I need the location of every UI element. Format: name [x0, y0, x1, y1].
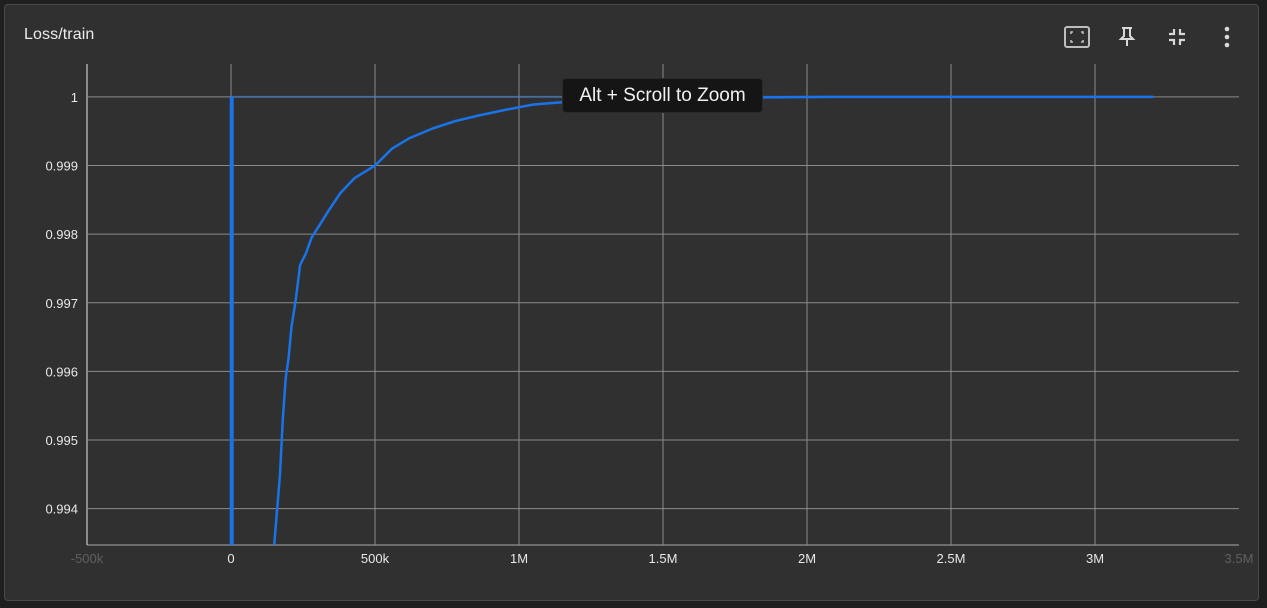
series-line-1 — [272, 95, 1154, 545]
more-vert-icon — [1224, 26, 1230, 48]
more-options-button[interactable] — [1206, 21, 1248, 53]
fit-to-screen-icon — [1064, 26, 1090, 48]
pin-button[interactable] — [1106, 21, 1148, 53]
x-tick-label: 3.5M — [1225, 551, 1254, 566]
y-tick-label: 0.998 — [45, 227, 78, 242]
x-tick-label: 2M — [798, 551, 816, 566]
x-tick-label: 2.5M — [937, 551, 966, 566]
x-tick-label: 1.5M — [649, 551, 678, 566]
y-tick-label: 0.995 — [45, 433, 78, 448]
y-tick-label: 0.996 — [45, 364, 78, 379]
y-tick-label: 1 — [71, 90, 78, 105]
y-tick-label: 0.997 — [45, 296, 78, 311]
x-tick-label: -500k — [71, 551, 104, 566]
x-tick-label: 0 — [227, 551, 234, 566]
x-tick-label: 500k — [361, 551, 390, 566]
fit-to-screen-button[interactable] — [1056, 21, 1098, 53]
collapse-icon — [1169, 29, 1185, 45]
zoom-hint-tooltip: Alt + Scroll to Zoom — [562, 78, 763, 113]
collapse-button[interactable] — [1156, 21, 1198, 53]
x-tick-label: 3M — [1086, 551, 1104, 566]
chart-toolbar — [1056, 21, 1248, 53]
pin-icon — [1118, 27, 1136, 46]
series-line-0 — [229, 95, 1154, 545]
chart-title: Loss/train — [24, 26, 95, 43]
y-tick-label: 0.994 — [45, 502, 78, 517]
y-tick-label: 0.999 — [45, 159, 78, 174]
series-spike-0 — [229, 96, 234, 545]
x-tick-label: 1M — [510, 551, 528, 566]
